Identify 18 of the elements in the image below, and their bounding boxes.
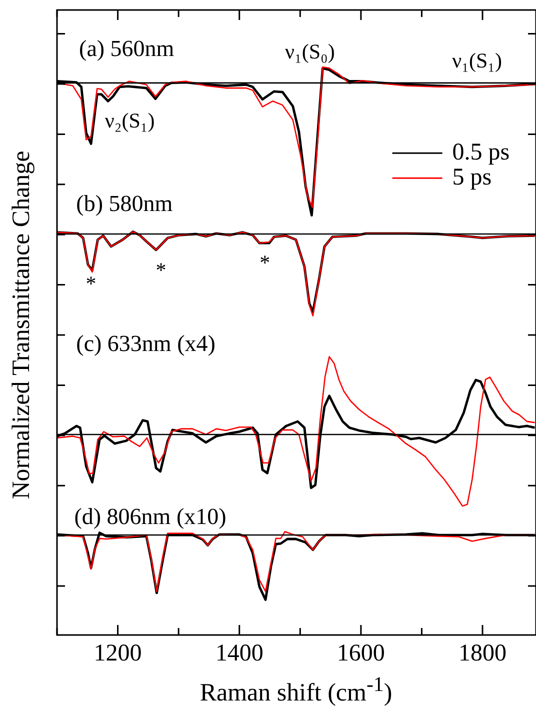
annotation: (b) 580nm — [76, 191, 173, 216]
text: ν₁(S₀) — [285, 40, 335, 64]
annotation: * — [156, 258, 166, 282]
annotation: (d) 806nm (x10) — [74, 504, 226, 530]
annotation: ν₂(S₁) — [104, 108, 155, 132]
legend-label: 0.5 ps — [452, 139, 510, 166]
annotation: * — [260, 250, 270, 274]
x-tick-label: 1400 — [215, 640, 264, 667]
annotation: * — [86, 272, 96, 296]
x-tick-label: 1600 — [336, 640, 385, 667]
text: (a) 560nm — [79, 36, 174, 62]
annotation: ν₁(S₁) — [452, 48, 502, 72]
x-tick-label: 1800 — [458, 640, 507, 667]
x-tick-label: 1200 — [94, 640, 142, 667]
annotation: (c) 633nm (x4) — [76, 331, 216, 356]
y-axis-title: Normalized Transmittance Change — [8, 150, 36, 500]
legend-label: 5 ps — [452, 164, 492, 190]
x-axis-title: Raman shift (cm$^{-1}$) — [200, 672, 392, 707]
